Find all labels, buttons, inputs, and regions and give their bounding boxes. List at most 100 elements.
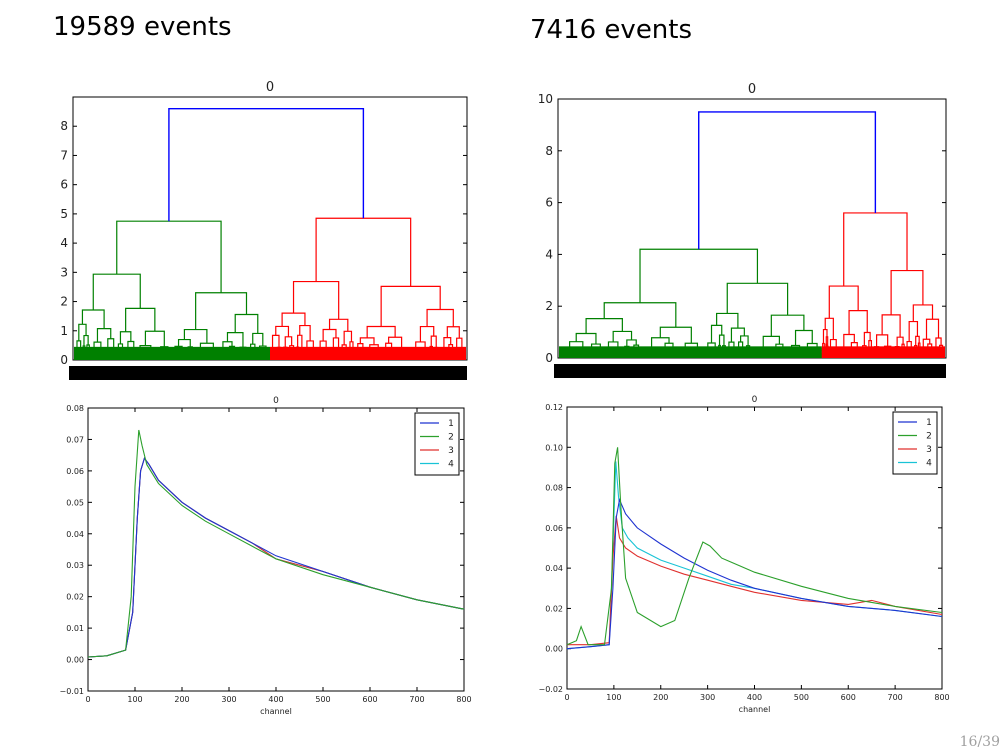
leaf-band-b: [270, 346, 466, 360]
dendrogram-link: [322, 328, 337, 342]
dendro-right: 0 0 2 4 6 8 10: [538, 82, 947, 378]
y-tick-label: 0.06: [66, 467, 84, 476]
dendrogram-link: [828, 285, 859, 319]
y-tick-label: 0.01: [66, 624, 84, 633]
dendrogram-link: [603, 302, 677, 328]
dendrogram-link: [226, 332, 244, 348]
dendrogram-link: [366, 325, 396, 338]
y-tick-label: 0.02: [545, 604, 563, 613]
x-tick-label: 300: [221, 695, 236, 704]
dendrogram-link: [195, 292, 248, 330]
y-tick-label: 5: [60, 207, 68, 221]
y-tick-label: 0.07: [66, 435, 84, 444]
dendrogram-link: [96, 328, 112, 343]
dendrogram-link: [116, 220, 222, 293]
series-line-1: [87, 457, 465, 658]
y-tick-label: −0.01: [59, 687, 84, 696]
x-axis-label: channel: [739, 705, 771, 714]
dendrogram-link: [607, 341, 619, 351]
leaf-band-a: [559, 346, 822, 358]
dendrogram-link: [125, 307, 156, 332]
y-tick-label: 10: [538, 92, 553, 106]
y-tick-label: 0: [60, 353, 68, 367]
x-tick-label: 400: [268, 695, 283, 704]
dendrogram-link: [380, 285, 441, 327]
dendrogram-link: [726, 282, 789, 316]
y-tick-label: −0.02: [538, 685, 563, 694]
y-tick-label: 2: [545, 299, 553, 313]
dendrogram-link: [78, 323, 87, 341]
chart-title: 0: [273, 396, 279, 406]
dendrogram-link: [107, 338, 115, 349]
y-tick-label: 0.08: [545, 484, 563, 493]
dendrogram-link: [299, 324, 311, 341]
legend-label: 3: [448, 446, 454, 456]
leaf-band-a: [74, 346, 270, 360]
x-tick-label: 0: [85, 695, 90, 704]
dendrogram-link: [234, 313, 259, 334]
x-tick-label: 700: [887, 693, 902, 702]
dendrogram-link: [575, 332, 597, 345]
y-tick-label: 0.10: [545, 443, 563, 452]
x-axis-label: channel: [260, 707, 292, 716]
x-tick-label: 0: [564, 693, 569, 702]
x-tick-label: 500: [315, 695, 330, 704]
legend-label: 2: [448, 433, 454, 443]
dendrogram-link: [426, 308, 454, 327]
dendrogram-link: [446, 326, 460, 339]
y-tick-label: 0.00: [545, 645, 563, 654]
x-tick-label: 400: [747, 693, 762, 702]
dendrogram-link: [843, 333, 855, 348]
left-panel-title: 19589 events: [53, 12, 232, 42]
dendrogram-link: [292, 280, 340, 320]
dendrogram-link: [569, 341, 584, 348]
dendrogram-link: [456, 337, 463, 350]
page-number: 16/39: [959, 734, 1000, 750]
dendrogram-link: [119, 331, 132, 344]
dendrogram-link: [659, 326, 692, 344]
dendrogram-link: [177, 338, 191, 347]
y-tick-label: 8: [60, 119, 68, 133]
right-panel-title: 7416 events: [530, 15, 693, 45]
y-tick-label: 8: [545, 144, 553, 158]
dendrogram-link: [315, 217, 412, 287]
y-tick-label: 2: [60, 295, 68, 309]
dendrogram-link: [93, 341, 102, 352]
y-tick-label: 0: [545, 351, 553, 365]
plot-frame: [72, 96, 468, 361]
dendrogram-link: [650, 337, 670, 348]
y-tick-label: 0.12: [545, 403, 563, 412]
legend-label: 4: [926, 459, 932, 469]
y-tick-label: 7: [60, 148, 68, 162]
dendrogram-link: [144, 330, 165, 347]
y-tick-label: 6: [545, 196, 553, 210]
chart-title: 0: [748, 82, 756, 97]
dendrogram-link: [626, 339, 637, 347]
x-tick-label: 300: [700, 693, 715, 702]
dendrogram-link: [762, 335, 780, 348]
dendrogram-link: [222, 341, 233, 350]
leaf-band-b: [821, 346, 945, 358]
dendrogram-link: [740, 335, 749, 346]
y-tick-label: 0.03: [66, 561, 84, 570]
dendrogram-link: [829, 338, 837, 350]
x-tick-label: 800: [934, 693, 949, 702]
leaf-label-band: [69, 366, 467, 380]
dendro-left: 0 0 1 2 3 4 5 6 7 8: [60, 80, 468, 380]
y-tick-label: 0.02: [66, 593, 84, 602]
y-tick-label: 0.04: [66, 530, 84, 539]
dendrogram-link: [824, 317, 834, 340]
y-tick-label: 4: [545, 247, 553, 261]
dendrogram-link: [848, 310, 868, 335]
chart-title: 0: [266, 80, 274, 95]
series-line-1: [566, 497, 943, 650]
root-link: [698, 111, 877, 250]
dendrogram-link: [843, 212, 908, 287]
x-tick-label: 200: [174, 695, 189, 704]
series-line-2: [87, 429, 465, 658]
dendrogram-link: [822, 328, 828, 344]
dendrogram-link: [718, 334, 725, 346]
dendrogram-link: [639, 248, 759, 303]
x-tick-label: 100: [606, 693, 621, 702]
y-tick-label: 0.00: [66, 656, 84, 665]
